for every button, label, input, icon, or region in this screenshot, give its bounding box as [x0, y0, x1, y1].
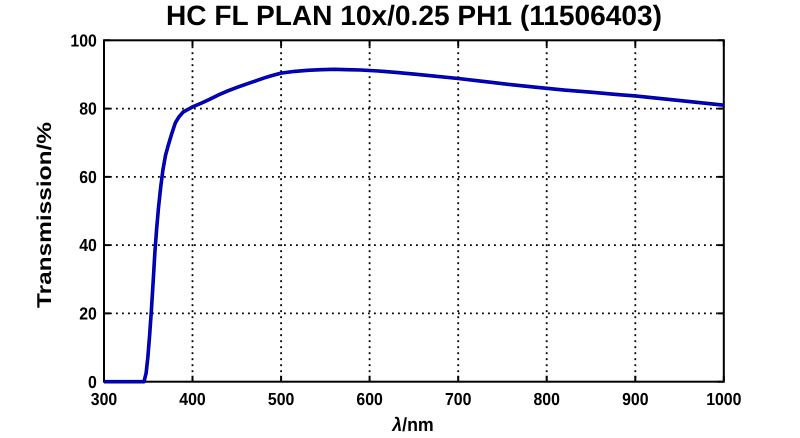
svg-text:900: 900 [622, 389, 648, 409]
svg-text:Transmission/%: Transmission/% [34, 122, 56, 308]
svg-text:20: 20 [79, 304, 97, 324]
svg-text:60: 60 [79, 167, 97, 187]
svg-text:HC FL PLAN 10x/0.25 PH1 (11506: HC FL PLAN 10x/0.25 PH1 (11506403) [166, 0, 662, 31]
svg-text:80: 80 [79, 99, 97, 119]
svg-text:300: 300 [91, 389, 117, 409]
svg-text:500: 500 [268, 389, 294, 409]
svg-text:40: 40 [79, 235, 97, 255]
svg-text:400: 400 [179, 389, 205, 409]
svg-text:0: 0 [88, 372, 97, 392]
svg-text:1000: 1000 [706, 389, 741, 409]
svg-text:800: 800 [534, 389, 560, 409]
svg-text:600: 600 [356, 389, 382, 409]
svg-text:100: 100 [70, 30, 96, 50]
svg-text:λ/nm: λ/nm [391, 415, 433, 436]
svg-text:700: 700 [445, 389, 471, 409]
